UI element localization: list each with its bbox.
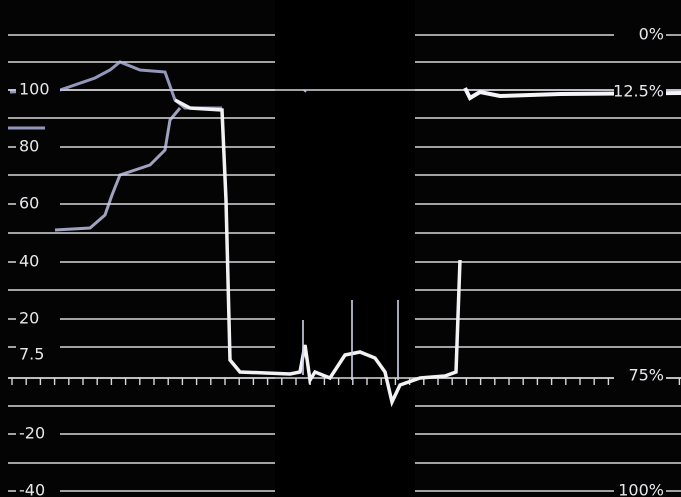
left-label: 40: [19, 252, 39, 271]
left-label: 100: [19, 80, 50, 99]
right-label: 75%: [628, 366, 664, 385]
left-label: 60: [19, 194, 39, 213]
right-label: 100%: [618, 481, 664, 497]
left-label: 20: [19, 309, 39, 328]
left-label: -20: [19, 424, 45, 443]
right-label: 12.5%: [613, 82, 664, 101]
screen-center: [275, 0, 415, 497]
left-label: 80: [19, 137, 39, 156]
right-label: 0%: [639, 25, 664, 44]
left-label: 7.5: [19, 345, 44, 364]
waveform-monitor: 100 80 60 40 20 7.5 -20 -40 0% 12.5% 75% 100%: [0, 0, 681, 497]
left-label: -40: [19, 481, 45, 497]
